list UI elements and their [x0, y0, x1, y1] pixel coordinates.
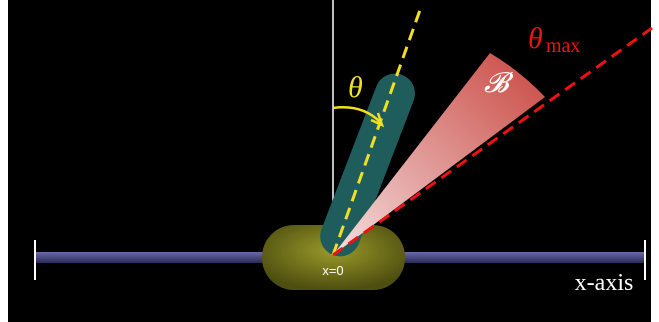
- theta-max-subscript: max: [546, 35, 580, 57]
- theta-max-symbol: θ: [528, 22, 543, 55]
- theta-label: θ: [348, 71, 363, 104]
- axis-label: x-axis: [575, 270, 634, 296]
- origin-label: x=0: [322, 263, 343, 278]
- diagram: θ θ max 𝓑 x=0 x-axis: [0, 0, 659, 322]
